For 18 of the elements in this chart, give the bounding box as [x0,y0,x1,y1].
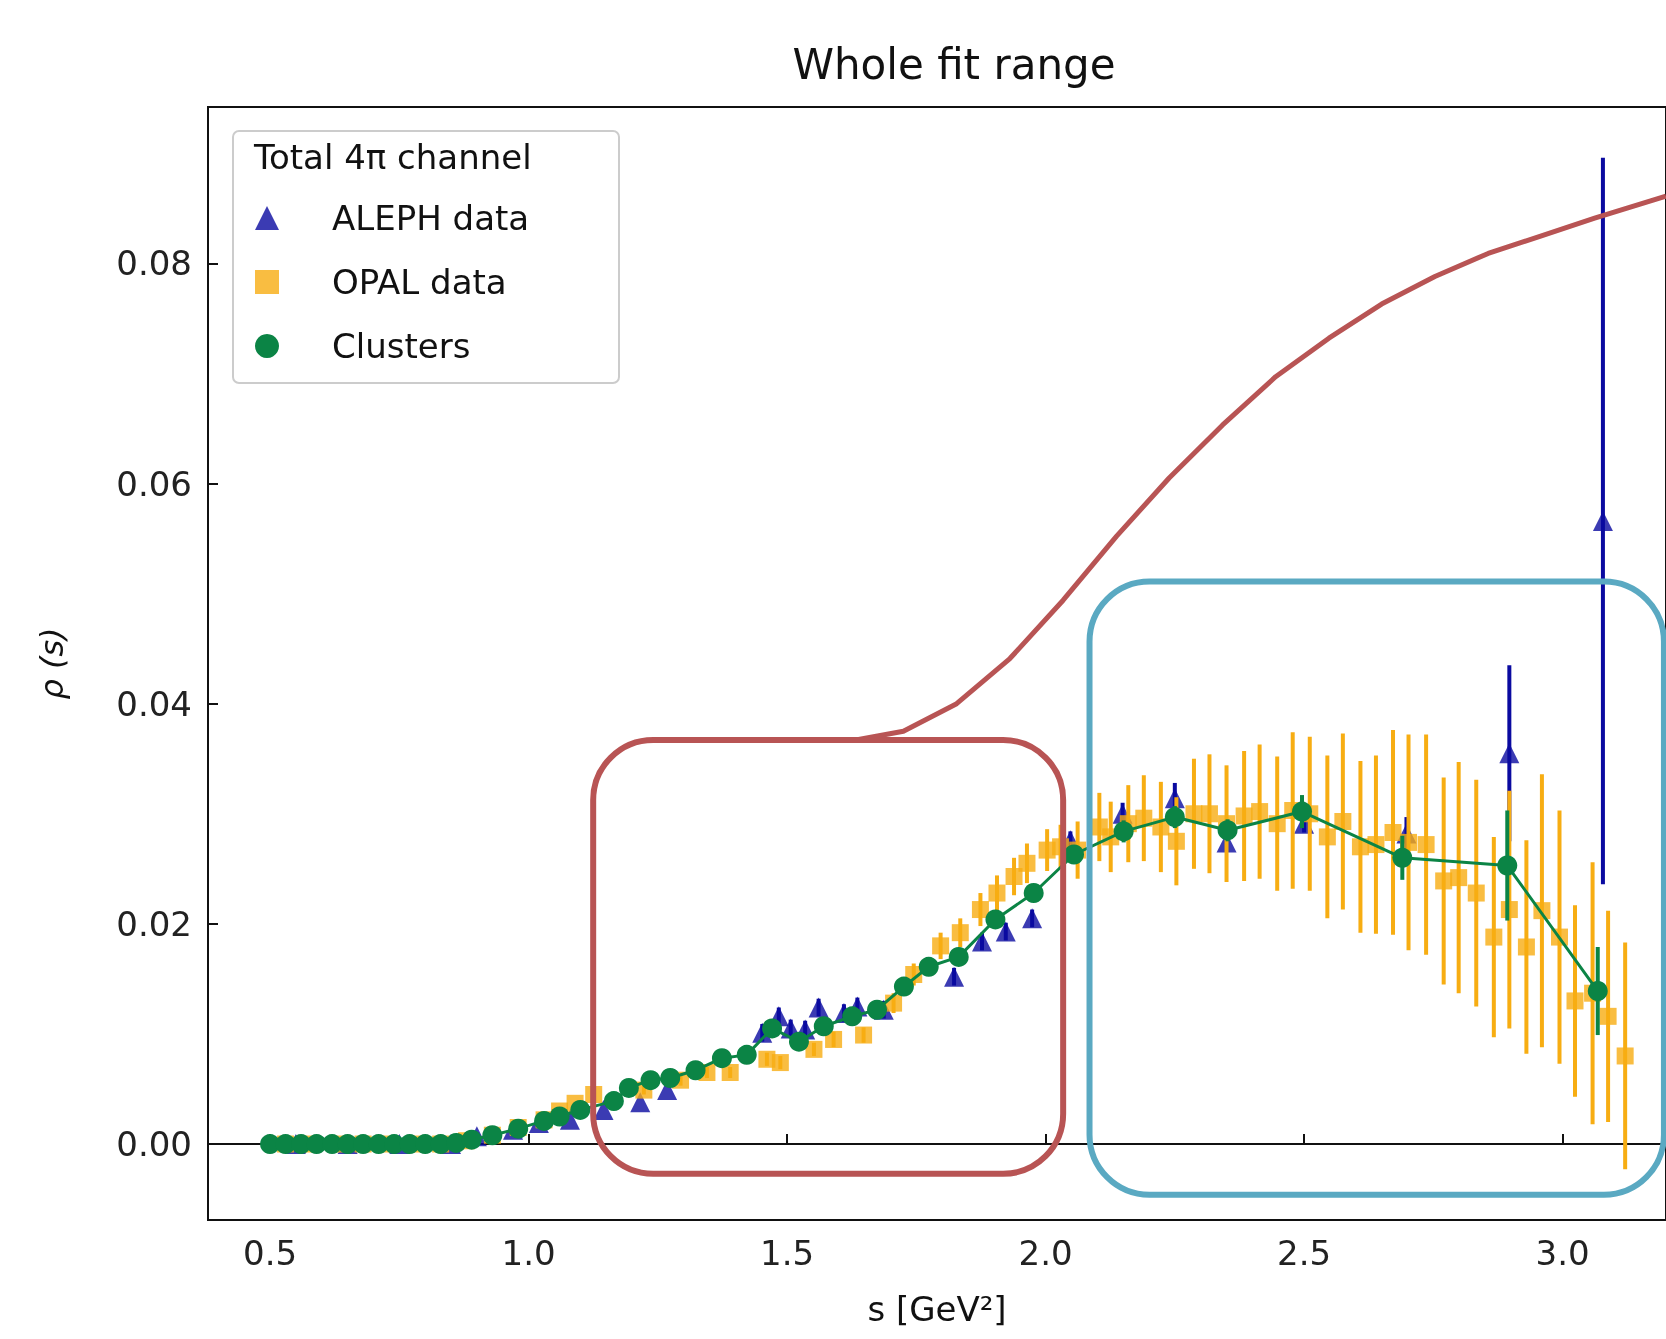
x-tick-label: 1.0 [501,1233,556,1273]
legend-label: Clusters [332,326,471,366]
y-tick-label: 0.08 [116,243,192,284]
x-axis-title: s [GeV²] [867,1289,1007,1329]
y-tick-label: 0.00 [116,1124,192,1165]
y-tick-label: 0.06 [116,463,192,504]
legend-label: OPAL data [332,262,507,302]
x-tick-label: 3.0 [1535,1233,1590,1273]
y-tick-label: 0.02 [116,903,192,944]
y-axis-title: ρ (s) [33,627,71,700]
x-tick-label: 2.5 [1277,1233,1332,1273]
legend-label: ALEPH data [332,198,530,238]
legend-title: Total 4π channel [253,137,532,177]
x-tick-label: 2.0 [1018,1233,1073,1273]
chart-title: Whole fit range [792,39,1116,89]
x-tick-label: 1.5 [760,1233,815,1273]
x-tick-label: 0.5 [243,1233,298,1273]
y-tick-label: 0.04 [116,683,192,724]
